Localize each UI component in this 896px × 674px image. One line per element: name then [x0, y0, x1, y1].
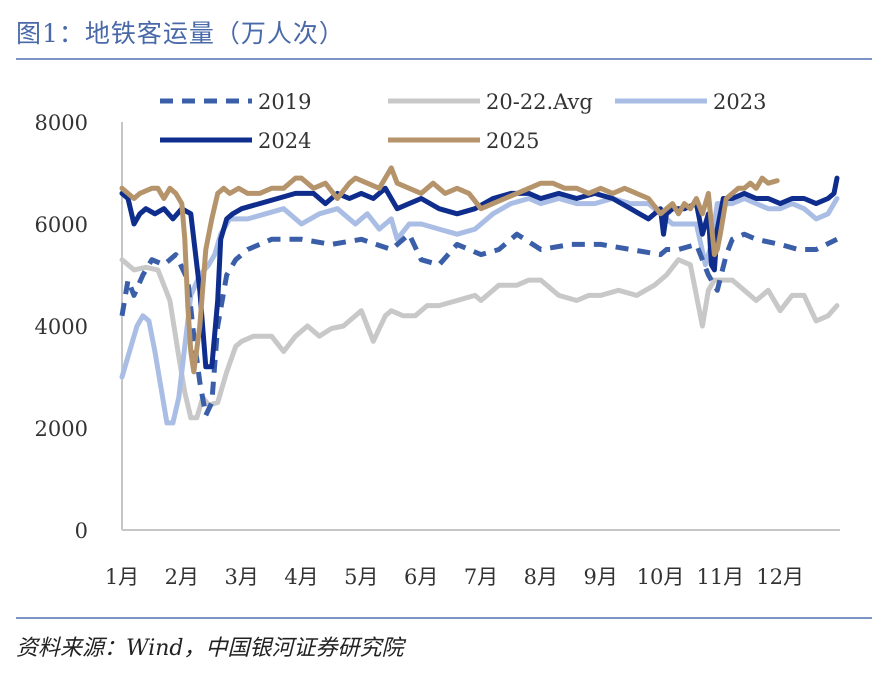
title-divider [16, 58, 872, 60]
y-tick-label: 0 [75, 519, 88, 543]
x-tick-label: 9月 [583, 565, 617, 589]
legend-label-2023: 2023 [713, 90, 766, 114]
y-tick-label: 8000 [35, 111, 88, 135]
x-tick-label: 6月 [404, 565, 438, 589]
series-line-2025 [119, 165, 780, 375]
figure-title: 图1：地铁客运量（万人次） [16, 19, 345, 48]
y-tick-label: 6000 [35, 213, 88, 237]
source-divider [16, 617, 872, 619]
series-line-2023 [119, 196, 840, 426]
series-layer [119, 165, 840, 426]
series-line-2019 [119, 231, 839, 418]
legend-label-2025: 2025 [486, 129, 539, 153]
legend-label-2024: 2024 [258, 129, 311, 153]
x-tick-label: 7月 [464, 565, 498, 589]
x-axis: 1月 2月 3月 4月 5月 6月 7月 8月 9月 10月 11月 12月 [105, 529, 840, 589]
legend-label-20-22-avg: 20-22.Avg [486, 90, 593, 114]
y-tick-label: 4000 [35, 315, 88, 339]
legend-label-2019: 2019 [258, 90, 311, 114]
x-tick-label: 5月 [344, 565, 378, 589]
series-line-20-22-avg [119, 257, 840, 421]
x-tick-label: 10月 [637, 565, 685, 589]
source-note: 资料来源：Wind，中国银河证券研究院 [16, 636, 404, 661]
y-axis: 0 2000 4000 6000 8000 [35, 111, 123, 543]
y-tick-label: 2000 [35, 417, 88, 441]
x-tick-label: 2月 [165, 565, 199, 589]
legend: 2019 20-22.Avg 2023 2024 2025 [160, 90, 766, 153]
x-tick-label: 4月 [284, 565, 318, 589]
x-tick-label: 11月 [696, 565, 744, 589]
x-tick-label: 3月 [224, 565, 258, 589]
series-line-2024 [119, 175, 840, 370]
x-tick-label: 1月 [105, 565, 139, 589]
x-tick-label: 12月 [756, 565, 804, 589]
x-tick-label: 8月 [524, 565, 558, 589]
